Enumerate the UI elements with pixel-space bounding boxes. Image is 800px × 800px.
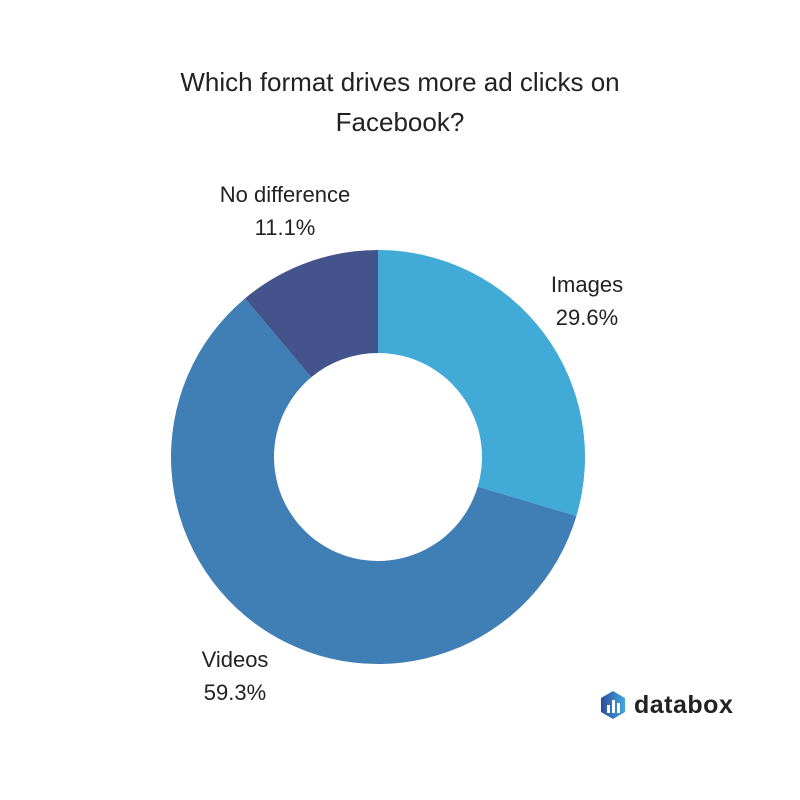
slice-no-difference: [245, 250, 378, 378]
slice-value: 59.3%: [203, 680, 267, 705]
title-line-1: Which format drives more ad clicks on: [180, 67, 620, 97]
slice-images: [378, 250, 585, 516]
label-videos: Videos 59.3%: [175, 643, 295, 709]
databox-logo-icon: [601, 691, 625, 719]
slice-label: No difference: [219, 182, 351, 207]
label-no-difference: No difference 11.1%: [195, 178, 375, 244]
databox-logo: databox: [598, 690, 733, 720]
slice-value: 11.1%: [254, 215, 316, 240]
label-images: Images 29.6%: [527, 268, 647, 334]
databox-logo-text: databox: [634, 690, 734, 719]
chart-title: Which format drives more ad clicks on Fa…: [0, 62, 800, 142]
title-line-2: Facebook?: [335, 107, 465, 137]
slice-videos: [170, 298, 577, 665]
slice-label: Images: [550, 272, 624, 297]
slice-value: 29.6%: [555, 305, 619, 330]
slice-label: Videos: [201, 647, 269, 672]
